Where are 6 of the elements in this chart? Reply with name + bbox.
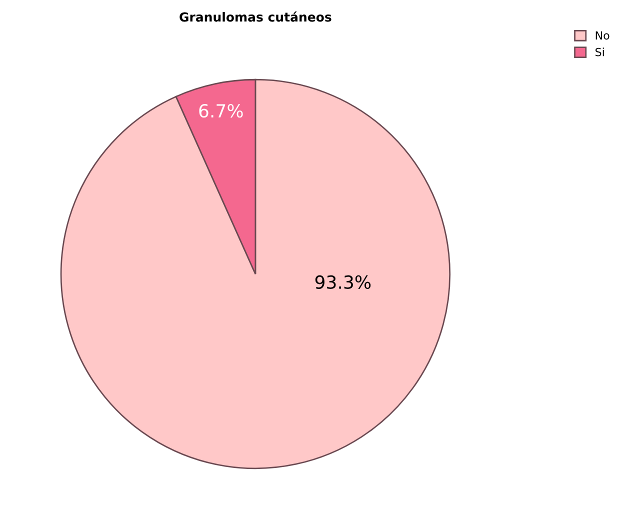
legend-label: Si (596, 48, 604, 56)
chart-title: Granulomas cutáneos (180, 12, 332, 22)
data-label: 93.3% (315, 275, 371, 289)
legend-label: No (596, 31, 610, 40)
pie-slice (60, 78, 450, 470)
data-label: 6.7% (199, 104, 243, 118)
